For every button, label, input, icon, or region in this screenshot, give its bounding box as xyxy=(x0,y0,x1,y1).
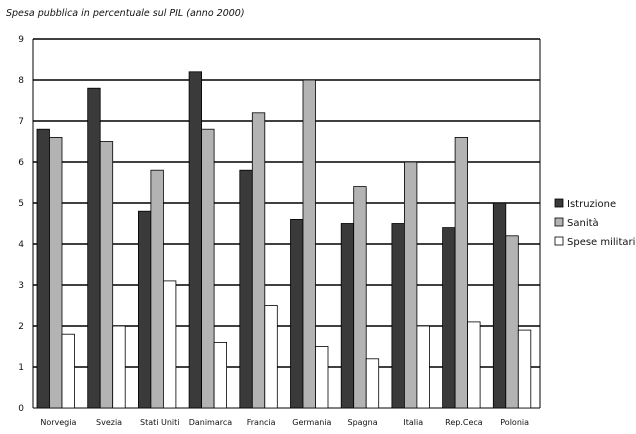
bar-sanit--norvegia xyxy=(49,136,63,409)
y-tick-label: 2 xyxy=(18,322,24,332)
bar-istruzione-svezia xyxy=(87,87,101,409)
legend: Istruzione Sanità Spese militari xyxy=(554,198,635,248)
bar-spese-militari-germania xyxy=(315,346,329,409)
y-tick-label: 4 xyxy=(18,240,24,250)
bar-sanit--spagna xyxy=(353,186,367,409)
x-category-label: Polonia xyxy=(500,418,529,427)
x-category-label: Svezia xyxy=(96,418,122,427)
bar-spese-militari-norvegia xyxy=(61,333,75,409)
y-tick-label: 3 xyxy=(18,281,24,291)
x-category-label: Spagna xyxy=(347,418,377,427)
y-tick-label: 1 xyxy=(18,363,24,373)
x-category-labels: Norvegia Svezia Stati Uniti Danimarca Franci… xyxy=(40,418,529,427)
bar-sanit--rep-ceca xyxy=(454,136,469,409)
x-category-label: Norvegia xyxy=(40,418,76,427)
bar-istruzione-norvegia xyxy=(36,128,50,409)
bar-sanit--italia xyxy=(403,161,418,409)
legend-label: Istruzione xyxy=(567,199,616,210)
legend-swatch xyxy=(554,236,564,246)
legend-swatch xyxy=(554,198,564,208)
bar-istruzione-spagna xyxy=(340,223,355,409)
y-tick-label: 0 xyxy=(18,404,24,414)
bar-spese-militari-stati-uniti xyxy=(162,280,177,409)
bar-sanit--germania xyxy=(302,79,316,409)
bar-spese-militari-italia xyxy=(416,325,430,409)
bar-sanit--polonia xyxy=(505,235,519,409)
bar-sanit--stati-uniti xyxy=(150,169,164,409)
bar-sanit--francia xyxy=(251,112,266,409)
bar-spese-militari-rep-ceca xyxy=(467,321,481,409)
bar-istruzione-polonia xyxy=(492,202,507,409)
y-tick-label: 7 xyxy=(18,117,24,127)
y-tick-label: 6 xyxy=(18,158,24,168)
bar-sanit--danimarca xyxy=(201,128,215,409)
x-category-label: Rep.Ceca xyxy=(445,418,483,427)
x-category-label: Italia xyxy=(403,418,423,427)
x-category-label: Stati Uniti xyxy=(140,418,180,427)
y-tick-label: 9 xyxy=(18,35,24,45)
bar-spese-militari-polonia xyxy=(517,329,532,409)
bar-spese-militari-svezia xyxy=(112,325,126,409)
bar-istruzione-stati-uniti xyxy=(137,210,152,409)
y-tick-labels: 0 1 2 3 4 5 6 7 8 9 xyxy=(18,35,24,414)
x-category-label: Francia xyxy=(247,418,276,427)
legend-swatch xyxy=(554,217,564,227)
bar-istruzione-danimarca xyxy=(188,71,203,409)
chart-title: Spesa pubblica in percentuale sul PIL (a… xyxy=(6,8,245,19)
bar-istruzione-rep-ceca xyxy=(442,227,456,409)
y-tick-label: 5 xyxy=(18,199,24,209)
bar-spese-militari-danimarca xyxy=(213,341,228,409)
bar-spese-militari-spagna xyxy=(365,358,380,409)
legend-label: Sanità xyxy=(567,217,599,229)
bar-spese-militari-francia xyxy=(264,305,278,409)
legend-label: Spese militari xyxy=(567,237,635,248)
x-category-label: Germania xyxy=(292,418,331,427)
bars xyxy=(36,71,532,409)
x-category-label: Danimarca xyxy=(189,418,233,427)
y-tick-label: 8 xyxy=(18,76,24,86)
bar-sanit--svezia xyxy=(99,141,114,409)
bar-istruzione-francia xyxy=(239,169,253,409)
bar-istruzione-italia xyxy=(391,223,405,409)
bar-istruzione-germania xyxy=(290,218,304,409)
